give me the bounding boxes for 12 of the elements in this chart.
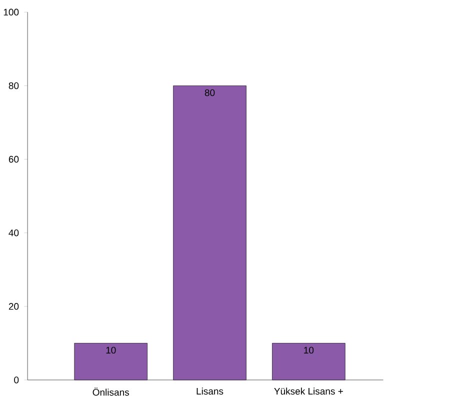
data-label: 80	[204, 90, 215, 96]
x-tick-label: Lisans	[196, 388, 224, 395]
y-tick-label: 80	[8, 82, 19, 90]
y-tick-label: 100	[4, 8, 19, 16]
y-tick-label: 20	[8, 303, 19, 310]
x-tick-label: Önlisans	[92, 388, 129, 396]
data-label: 10	[304, 346, 314, 354]
x-tick-label: Yüksek Lisans +	[274, 388, 343, 395]
y-tick-label: 0	[14, 376, 19, 384]
y-tick-label: 60	[8, 156, 19, 163]
y-tick-label: 40	[8, 230, 19, 236]
data-label: 10	[106, 346, 116, 354]
